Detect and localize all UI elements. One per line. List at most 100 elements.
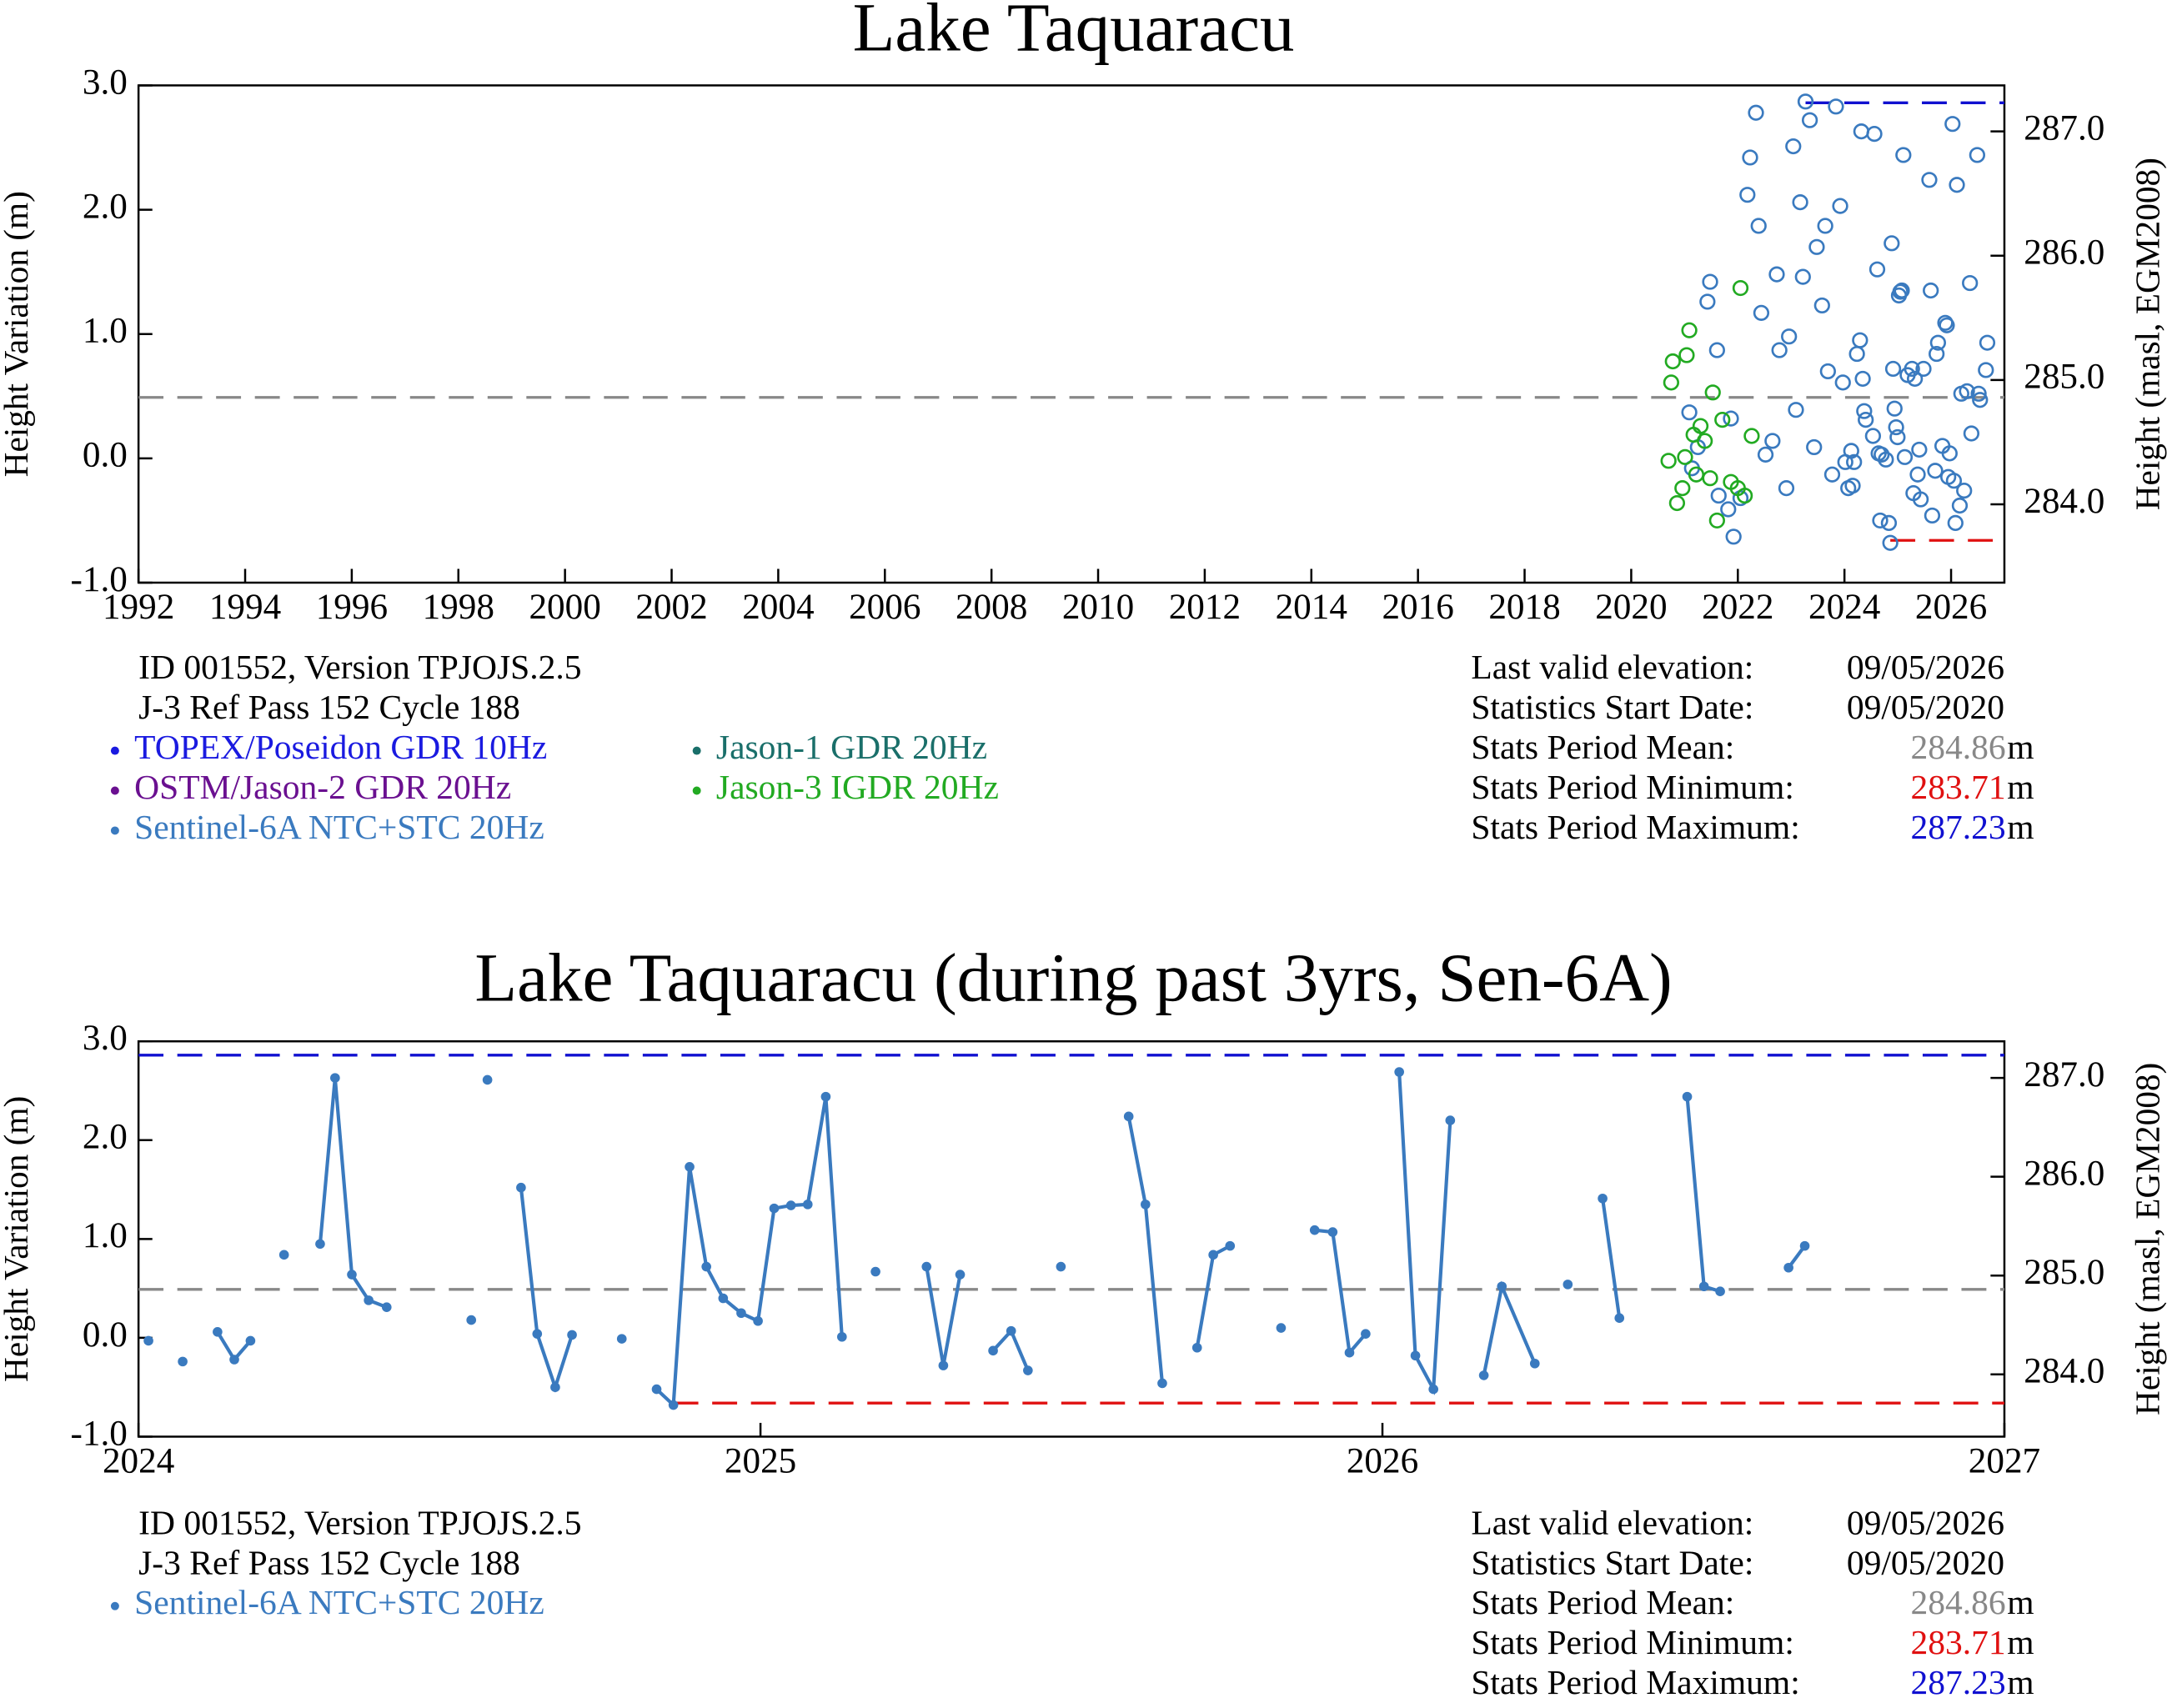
data-point	[1880, 514, 1898, 531]
data-point	[1823, 466, 1841, 483]
data-point	[330, 1073, 340, 1083]
data-point	[1702, 470, 1718, 487]
data-point	[1614, 1313, 1625, 1323]
data-point	[718, 1293, 729, 1304]
data-point	[1663, 374, 1679, 391]
data-point	[1956, 483, 1973, 499]
y2-tick-label: 285.0	[2024, 1253, 2104, 1292]
x-tick-label: 1992	[103, 588, 174, 627]
data-point	[1678, 347, 1695, 363]
legend-label: Sentinel-6A NTC+STC 20Hz	[134, 1583, 544, 1621]
stat-value: 287.23	[1910, 1663, 2005, 1701]
data-point	[1697, 433, 1713, 449]
data-point	[1874, 446, 1890, 463]
data-point	[516, 1182, 526, 1193]
legend-marker	[110, 826, 119, 835]
data-point	[921, 1261, 932, 1272]
data-point	[1785, 138, 1802, 155]
data-point	[1912, 491, 1929, 508]
date-value: 09/05/2026	[1847, 648, 2004, 686]
stat-unit: m	[2007, 1583, 2034, 1621]
x-tick-label: 1998	[423, 588, 494, 627]
y2-tick-label: 284.0	[2024, 482, 2104, 521]
data-point	[1797, 93, 1814, 110]
data-point	[1783, 1262, 1793, 1273]
plot-frame	[137, 84, 2006, 584]
data-point	[1743, 428, 1760, 444]
y2-tick-label: 284.0	[2024, 1352, 2104, 1391]
x-tick-label: 2014	[1276, 588, 1347, 627]
data-point	[1951, 497, 1969, 514]
data-point	[1939, 317, 1955, 333]
data-point	[1921, 172, 1938, 188]
data-point	[685, 1162, 695, 1172]
x-tick-label: 2027	[1969, 1441, 2040, 1480]
data-point	[1929, 345, 1945, 363]
x-tick-label: 2026	[1915, 588, 1987, 627]
x-tick-label: 2020	[1595, 588, 1667, 627]
data-point	[1969, 147, 1986, 163]
data-point	[1972, 392, 1989, 408]
stat-label: Stats Period Minimum:	[1471, 768, 1794, 806]
data-point	[1882, 534, 1899, 551]
data-point	[1941, 445, 1958, 462]
data-point	[1750, 218, 1767, 234]
x-tick-label: 2006	[849, 588, 920, 627]
data-point	[1872, 512, 1889, 528]
y-tick-label: 2.0	[83, 188, 128, 227]
data-point	[1864, 428, 1882, 444]
data-point	[1736, 487, 1753, 504]
x-tick-label: 2018	[1488, 588, 1560, 627]
data-point	[1708, 342, 1725, 358]
stat-value: 283.71	[1910, 1623, 2005, 1661]
data-point	[1884, 235, 1900, 252]
data-point	[1944, 116, 1961, 133]
data-point	[1660, 453, 1677, 469]
data-point	[278, 1250, 289, 1260]
data-point	[1023, 1365, 1033, 1375]
data-point	[736, 1308, 746, 1319]
data-point	[1742, 149, 1758, 166]
data-point	[1699, 293, 1716, 310]
data-point	[1828, 98, 1844, 115]
data-point	[1801, 112, 1818, 128]
stat-value: 284.86	[1910, 728, 2005, 766]
data-point	[1123, 1111, 1134, 1122]
data-point	[1884, 360, 1902, 378]
data-point	[1410, 1350, 1421, 1361]
series-line	[216, 1071, 1807, 1410]
data-point	[1904, 360, 1920, 378]
stat-unit: m	[2007, 728, 2034, 766]
data-point	[1739, 187, 1756, 203]
legend-marker	[110, 746, 119, 755]
data-point	[820, 1091, 831, 1102]
stat-value: 283.71	[1910, 768, 2005, 806]
y2-tick-label: 285.0	[2024, 358, 2104, 397]
x-tick-label: 2016	[1382, 588, 1453, 627]
info-text: J-3 Ref Pass 152 Cycle 188	[138, 688, 520, 726]
data-point	[1757, 446, 1774, 463]
stat-label: Stats Period Mean:	[1471, 728, 1734, 766]
data-point	[1959, 383, 1975, 399]
data-point	[1856, 403, 1873, 419]
data-point	[1854, 370, 1871, 387]
data-point	[1832, 198, 1848, 214]
data-point	[1808, 238, 1825, 255]
data-point	[1598, 1193, 1608, 1204]
data-point	[1668, 494, 1686, 512]
stat-unit: m	[2007, 768, 2034, 806]
data-point	[1529, 1358, 1540, 1369]
info-text: J-3 Ref Pass 152 Cycle 188	[138, 1543, 520, 1581]
chart: Lake Taquaracu Height Variation (m) Height…	[0, 0, 2168, 846]
data-point	[1428, 1384, 1439, 1395]
data-point	[1947, 514, 1964, 531]
stat-value: 284.86	[1910, 1583, 2005, 1621]
data-point	[229, 1355, 239, 1365]
x-tick-label: 2024	[1808, 588, 1880, 627]
data-point	[802, 1200, 813, 1210]
data-point	[1978, 362, 1994, 378]
data-point	[1445, 1115, 1456, 1125]
stat-label: Stats Period Maximum:	[1471, 1663, 1799, 1701]
data-point	[1813, 297, 1830, 313]
